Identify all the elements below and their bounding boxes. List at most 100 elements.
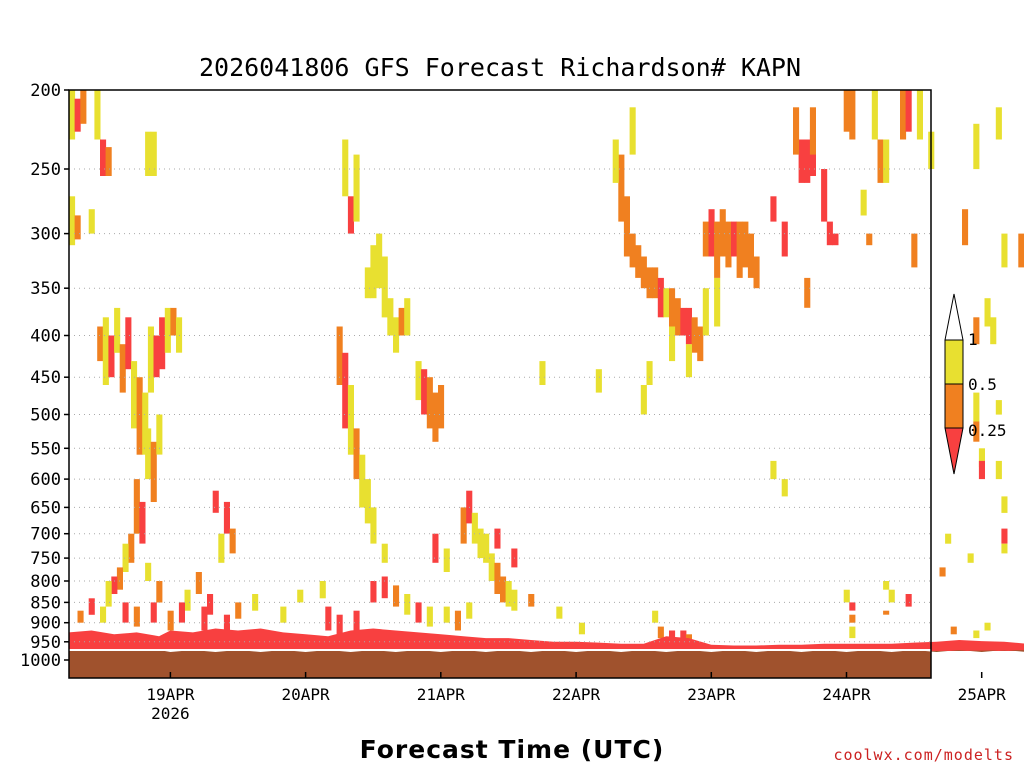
heatmap-cell [804, 139, 811, 183]
heatmap-cell [973, 123, 980, 170]
heatmap-cell [1001, 543, 1008, 554]
heatmap-cell [336, 614, 343, 635]
heatmap-cell [164, 307, 171, 353]
heatmap-cell [116, 567, 123, 590]
heatmap-cell [888, 589, 895, 603]
y-tick-label: 350 [30, 279, 61, 299]
surface-low-ri-band [69, 628, 1024, 651]
heatmap-cell [432, 392, 439, 442]
heatmap-cell [353, 428, 360, 480]
heatmap-cell [646, 361, 653, 385]
heatmap-cell [984, 298, 991, 327]
heatmap-cell [804, 277, 811, 308]
heatmap-cell [184, 589, 191, 611]
heatmap-cell [719, 209, 726, 257]
heatmap-cell [364, 479, 371, 524]
heatmap-cell [133, 606, 140, 627]
heatmap-cell [556, 606, 563, 619]
heatmap-cell [280, 606, 287, 623]
heatmap-cell [381, 256, 388, 318]
heatmap-cell [798, 139, 805, 183]
y-tick-label: 950 [30, 633, 61, 653]
heatmap-cell [753, 256, 760, 289]
heatmap-cell [967, 553, 974, 563]
heatmap-cell [347, 196, 354, 234]
heatmap-cell [122, 602, 129, 623]
x-tick-label: 23APR [687, 685, 736, 704]
heatmap-cell [471, 512, 478, 544]
heatmap-cell [984, 622, 991, 631]
heatmap-cell [781, 479, 788, 497]
heatmap-cell [156, 414, 163, 455]
heatmap-cell [460, 507, 467, 544]
heatmap-cell [223, 501, 230, 534]
heatmap-cell [147, 326, 154, 393]
heatmap-cell [781, 221, 788, 257]
heatmap-cell [725, 221, 732, 268]
heatmap-cell [443, 548, 450, 572]
heatmap-cell [421, 369, 428, 415]
heatmap-cell [849, 614, 856, 623]
credit-link[interactable]: coolwx.com/modelts [833, 746, 1014, 764]
heatmap-cell [809, 107, 816, 155]
heatmap-cell [978, 448, 985, 468]
heatmap-cell [950, 626, 957, 635]
ground-fill [69, 650, 1024, 678]
heatmap-cell [697, 326, 704, 362]
heatmap-cell [74, 98, 81, 132]
heatmap-cell [342, 139, 349, 197]
ground-layer [69, 649, 1024, 678]
heatmap-cell [900, 90, 907, 140]
heatmap-cell [911, 233, 918, 268]
heatmap-cell [74, 215, 81, 240]
heatmap-cell [674, 298, 681, 336]
heatmap-cell [353, 154, 360, 222]
heatmap-cell [347, 385, 354, 455]
heatmap-cell [136, 377, 143, 455]
y-tick-label: 500 [30, 406, 61, 426]
heatmap-cell [381, 576, 388, 599]
heatmap-cell [990, 317, 997, 345]
heatmap-cell [381, 543, 388, 563]
heatmap-cells [69, 90, 1024, 642]
heatmap-cell [404, 298, 411, 336]
heatmap-cell [201, 606, 208, 631]
x-tick-label: 19APR [146, 685, 195, 704]
heatmap-cell [905, 594, 912, 607]
heatmap-cell [376, 233, 383, 289]
heatmap-cell [849, 626, 856, 639]
heatmap-cell [80, 90, 87, 124]
heatmap-cell [995, 400, 1002, 415]
heatmap-cell [88, 209, 95, 234]
heatmap-cell [393, 317, 400, 353]
heatmap-cell [122, 543, 129, 572]
x-tick-label: 20APR [282, 685, 331, 704]
heatmap-cell [652, 267, 659, 299]
heatmap-cell [415, 361, 422, 401]
heatmap-cell [494, 528, 501, 549]
x-tick-label: 24APR [822, 685, 871, 704]
heatmap-cell [995, 107, 1002, 140]
y-tick-label: 300 [30, 225, 61, 245]
heatmap-cell [528, 594, 535, 607]
x-tick-label: 25APR [958, 685, 1007, 704]
heatmap-cell [212, 490, 219, 513]
heatmap-cell [1001, 528, 1008, 544]
y-tick-label: 550 [30, 439, 61, 459]
heatmap-cell [685, 344, 692, 378]
heatmap-cell [511, 589, 518, 611]
heatmap-cell [139, 501, 146, 544]
heatmap-cell [69, 90, 76, 140]
y-tick-label: 450 [30, 368, 61, 388]
heatmap-cell [100, 139, 107, 176]
heatmap-cell [871, 90, 878, 140]
heatmap-cell [398, 307, 405, 336]
heatmap-cell [595, 369, 602, 393]
legend-label: 0.5 [968, 375, 997, 394]
heatmap-cell [97, 326, 104, 362]
heatmap-cell [223, 614, 230, 635]
heatmap-cell [353, 610, 360, 631]
heatmap-cell [207, 594, 214, 615]
heatmap-cell [111, 576, 118, 594]
